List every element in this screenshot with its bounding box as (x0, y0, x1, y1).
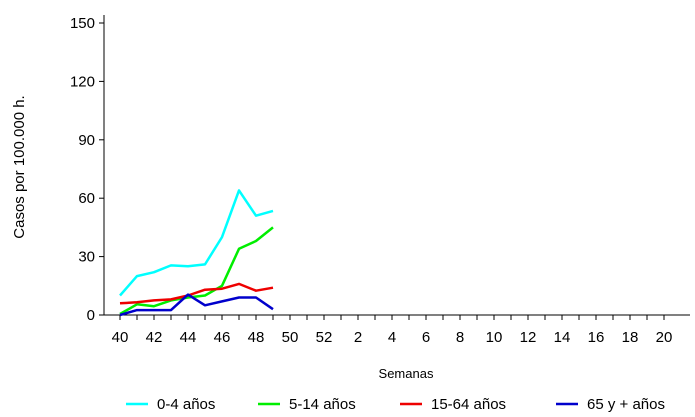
legend-label-4: 65 y + años (587, 396, 665, 413)
y-tick-label: 120 (70, 73, 95, 90)
x-tick-label: 52 (316, 329, 333, 346)
x-tick-label: 16 (588, 329, 605, 346)
x-tick-label: 20 (656, 329, 673, 346)
y-tick-label: 30 (78, 249, 95, 266)
x-tick-label: 42 (146, 329, 163, 346)
x-tick-label: 12 (520, 329, 537, 346)
x-tick-label: 14 (554, 329, 571, 346)
x-tick-label: 4 (388, 329, 396, 346)
x-tick-label: 6 (422, 329, 430, 346)
x-axis-title: Semanas (379, 366, 434, 381)
legend-label-2: 5-14 años (289, 396, 356, 413)
series-line-4 (119, 293, 274, 317)
series-line-1 (119, 189, 274, 297)
y-tick-label: 60 (78, 190, 95, 207)
x-tick-label: 10 (486, 329, 503, 346)
legend-label-3: 15-64 años (431, 396, 506, 413)
x-tick-label: 18 (622, 329, 639, 346)
series-line-3 (119, 282, 274, 305)
x-tick-label: 48 (248, 329, 265, 346)
series-line-2 (119, 226, 274, 316)
y-tick-label: 150 (70, 15, 95, 32)
legend: 0-4 años 5-14 años 15-64 años 65 y + años (126, 396, 665, 413)
x-tick-label: 50 (282, 329, 299, 346)
y-axis-title: Casos por 100.000 h. (11, 95, 28, 238)
x-tick-label: 46 (214, 329, 231, 346)
x-tick-label: 40 (112, 329, 129, 346)
y-tick-label: 0 (87, 307, 95, 324)
x-tick-label: 2 (354, 329, 362, 346)
x-tick-label: 8 (456, 329, 464, 346)
series-lines (119, 189, 274, 317)
y-tick-label: 90 (78, 132, 95, 149)
x-tick-label: 44 (180, 329, 197, 346)
legend-label-1: 0-4 años (157, 396, 215, 413)
